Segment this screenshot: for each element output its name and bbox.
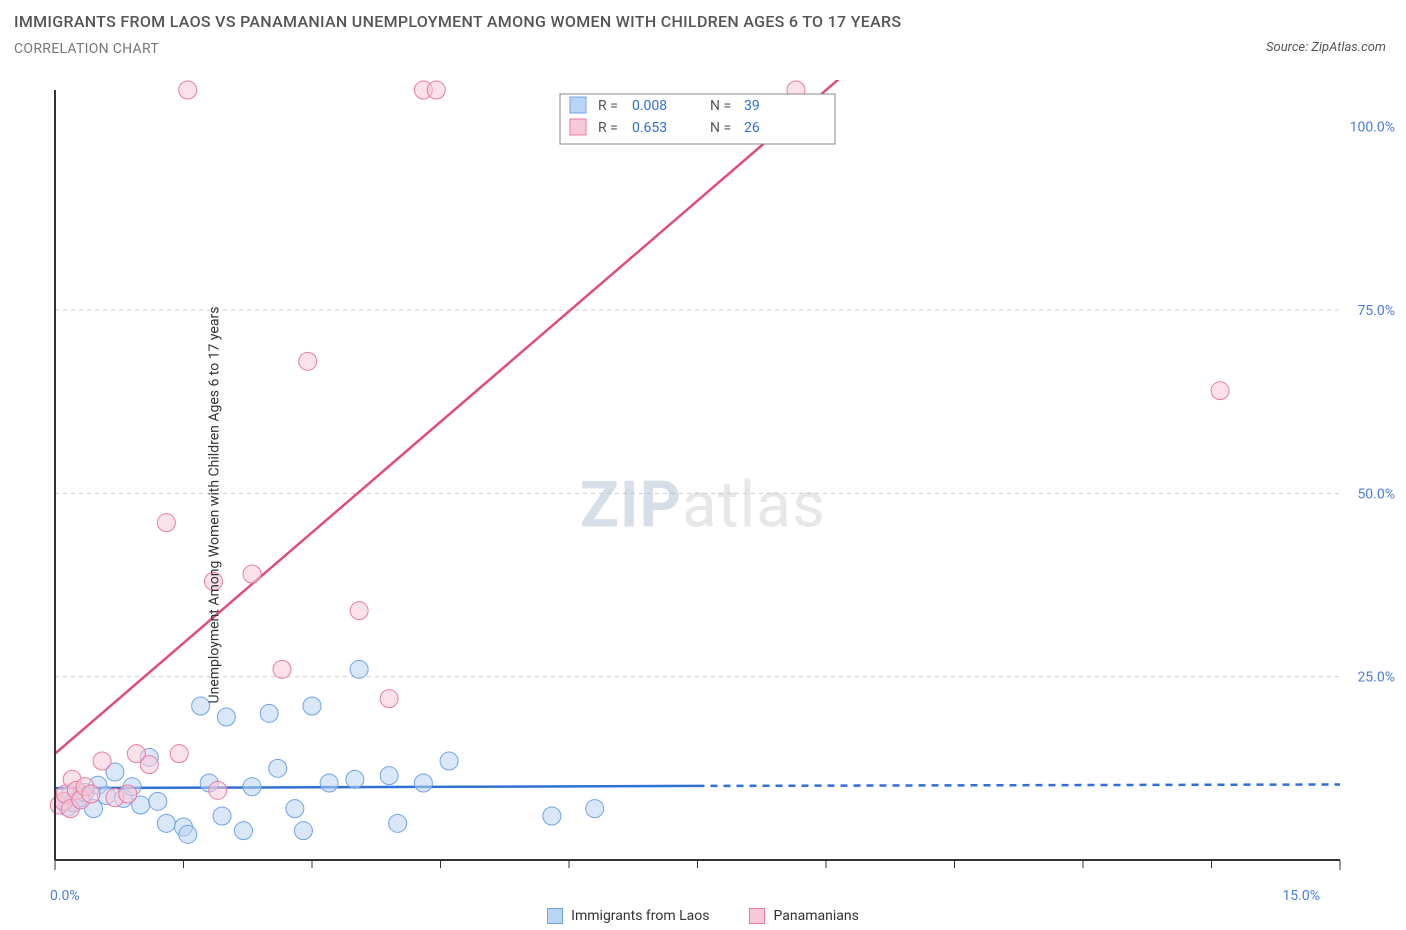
trend-line	[55, 786, 698, 788]
data-point	[440, 752, 458, 770]
chart-area: Unemployment Among Women with Children A…	[0, 80, 1406, 930]
data-point	[140, 756, 158, 774]
data-point	[414, 774, 432, 792]
data-point	[157, 814, 175, 832]
trend-line	[55, 80, 843, 754]
data-point	[320, 774, 338, 792]
data-point	[217, 708, 235, 726]
svg-text:26: 26	[744, 120, 760, 136]
y2-tick-label: 75.0%	[1357, 303, 1395, 319]
svg-text:R =: R =	[598, 98, 618, 114]
data-point	[586, 800, 604, 818]
data-point	[389, 814, 407, 832]
x-tick-label: 0.0%	[50, 888, 80, 904]
legend-top: R = 0.008 N = 39 R = 0.653 N = 26	[560, 94, 835, 144]
data-point	[234, 822, 252, 840]
data-point	[350, 660, 368, 678]
svg-text:N =: N =	[710, 98, 731, 114]
chart-subtitle: CORRELATION CHART	[14, 41, 1392, 57]
source-label: Source: ZipAtlas.com	[1266, 40, 1386, 55]
data-point	[93, 752, 111, 770]
svg-text:39: 39	[744, 98, 760, 114]
data-point	[286, 800, 304, 818]
data-point	[82, 785, 100, 803]
legend-swatch	[547, 908, 563, 924]
data-point	[213, 807, 231, 825]
trend-line-dash	[698, 784, 1341, 785]
data-point	[1211, 382, 1229, 400]
legend-label: Immigrants from Laos	[571, 908, 709, 924]
data-point	[543, 807, 561, 825]
data-point	[260, 704, 278, 722]
data-point	[269, 759, 287, 777]
x-tick-label: 15.0%	[1282, 888, 1320, 904]
data-point	[243, 565, 261, 583]
svg-text:N =: N =	[710, 120, 731, 136]
legend-item: Immigrants from Laos	[547, 908, 709, 924]
legend-label: Panamanians	[773, 908, 858, 924]
data-point	[243, 778, 261, 796]
data-point	[170, 745, 188, 763]
data-point	[294, 822, 312, 840]
data-point	[346, 770, 364, 788]
y2-tick-label: 25.0%	[1357, 670, 1395, 686]
data-point	[179, 825, 197, 843]
y2-tick-label: 50.0%	[1357, 486, 1395, 502]
chart-title: IMMIGRANTS FROM LAOS VS PANAMANIAN UNEMP…	[14, 12, 1392, 31]
data-point	[380, 690, 398, 708]
svg-text:0.008: 0.008	[632, 98, 667, 114]
data-point	[350, 602, 368, 620]
y-axis-label: Unemployment Among Women with Children A…	[206, 307, 222, 704]
data-point	[209, 781, 227, 799]
data-point	[427, 81, 445, 99]
svg-text:R =: R =	[598, 120, 618, 136]
legend-swatch	[749, 908, 765, 924]
data-point	[273, 660, 291, 678]
data-point	[119, 785, 137, 803]
svg-text:0.653: 0.653	[632, 120, 667, 136]
legend-item: Panamanians	[749, 908, 858, 924]
data-point	[303, 697, 321, 715]
data-point	[380, 767, 398, 785]
data-point	[157, 514, 175, 532]
data-point	[149, 792, 167, 810]
data-point	[299, 352, 317, 370]
y2-tick-label: 100.0%	[1350, 120, 1395, 136]
bottom-legend: Immigrants from Laos Panamanians	[0, 908, 1406, 924]
data-point	[179, 81, 197, 99]
